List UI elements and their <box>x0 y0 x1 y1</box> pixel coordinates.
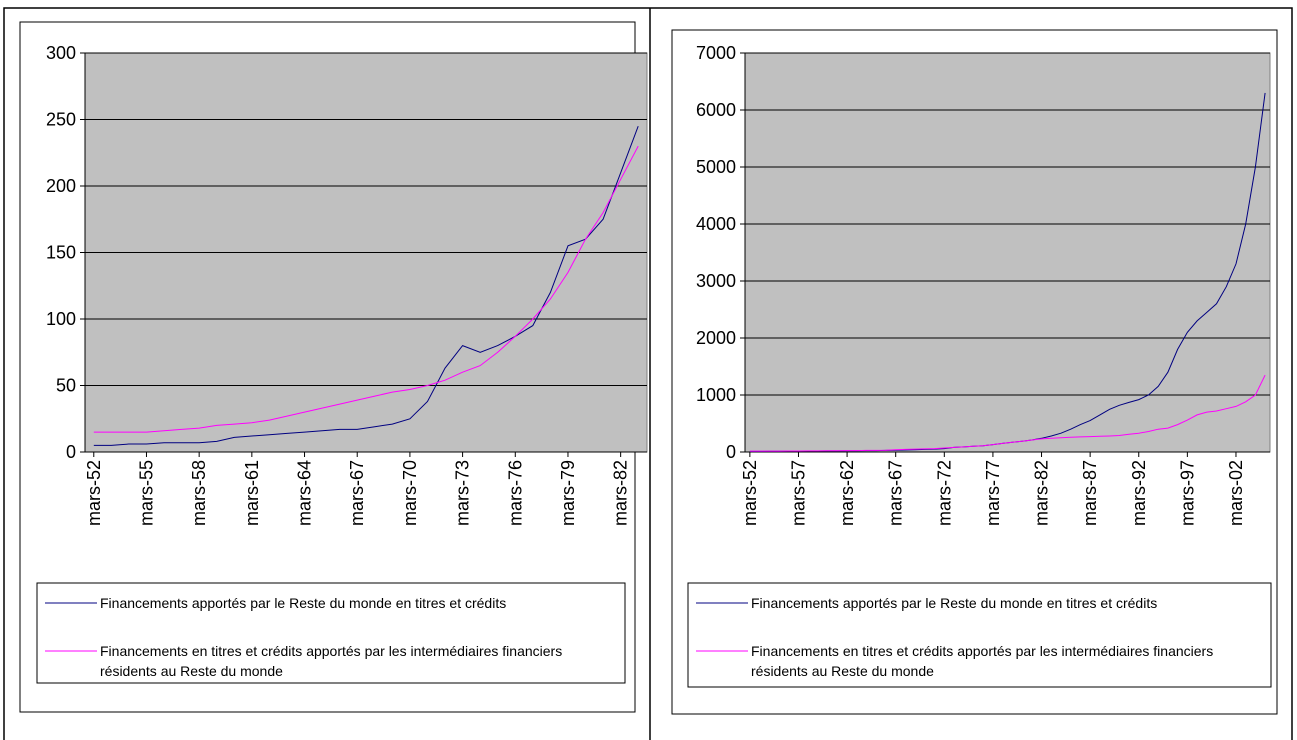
legend-label: Financements apportés par le Reste du mo… <box>100 595 507 611</box>
legend-box <box>687 582 1272 688</box>
y-tick-label: 50 <box>56 376 76 396</box>
table-border <box>3 7 1293 740</box>
data-line <box>93 145 639 433</box>
y-tick-label: 1000 <box>696 385 736 405</box>
x-tick-label: mars-82 <box>611 460 631 526</box>
x-tick-label: mars-87 <box>1080 460 1100 526</box>
y-tick-label: 0 <box>726 442 736 462</box>
x-tick-label: mars-62 <box>837 460 857 526</box>
y-tick-label: 300 <box>46 43 76 63</box>
data-line <box>93 126 639 446</box>
y-tick-label: 2000 <box>696 328 736 348</box>
y-tick-label: 6000 <box>696 100 736 120</box>
y-tick-label: 200 <box>46 176 76 196</box>
x-tick-label: mars-67 <box>347 460 367 526</box>
data-line <box>749 374 1266 452</box>
y-tick-label: 3000 <box>696 271 736 291</box>
x-tick-label: mars-70 <box>400 460 420 526</box>
legend-label: Financements en titres et crédits apport… <box>751 643 1214 679</box>
legend-label: Financements en titres et crédits apport… <box>100 643 563 679</box>
x-tick-label: mars-64 <box>295 460 315 526</box>
x-tick-label: mars-76 <box>505 460 525 526</box>
x-tick-label: mars-57 <box>788 460 808 526</box>
y-tick-label: 5000 <box>696 157 736 177</box>
x-tick-label: mars-73 <box>453 460 473 526</box>
x-tick-label: mars-72 <box>934 460 954 526</box>
x-tick-label: mars-67 <box>886 460 906 526</box>
x-tick-label: mars-52 <box>740 460 760 526</box>
x-tick-label: mars-79 <box>558 460 578 526</box>
legend-box <box>36 582 626 684</box>
x-tick-label: mars-82 <box>1032 460 1052 526</box>
x-tick-label: mars-55 <box>136 460 156 526</box>
y-tick-label: 100 <box>46 309 76 329</box>
y-tick-label: 7000 <box>696 43 736 63</box>
y-tick-label: 4000 <box>696 214 736 234</box>
x-tick-label: mars-61 <box>242 460 262 526</box>
y-tick-label: 250 <box>46 110 76 130</box>
y-tick-label: 150 <box>46 243 76 263</box>
x-tick-label: mars-52 <box>84 460 104 526</box>
y-tick-label: 0 <box>66 442 76 462</box>
x-tick-label: mars-77 <box>983 460 1003 526</box>
x-tick-label: mars-02 <box>1226 460 1246 526</box>
x-tick-label: mars-58 <box>189 460 209 526</box>
x-tick-label: mars-97 <box>1177 460 1197 526</box>
x-tick-label: mars-92 <box>1129 460 1149 526</box>
plot-area <box>744 52 1271 453</box>
legend-label: Financements apportés par le Reste du mo… <box>751 595 1158 611</box>
